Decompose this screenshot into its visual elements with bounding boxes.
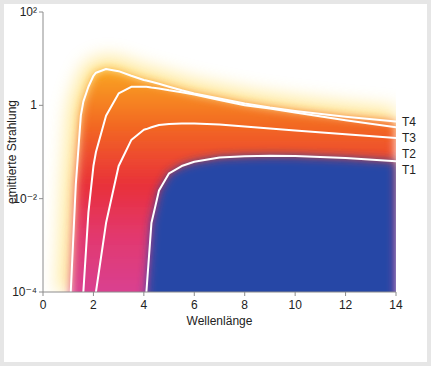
lines bbox=[71, 69, 396, 292]
y-axis bbox=[43, 12, 44, 292]
y-tick-label: 10² bbox=[20, 5, 37, 19]
x-tick bbox=[43, 292, 44, 296]
y-tick-label: 1 bbox=[30, 98, 37, 112]
y-tick bbox=[39, 105, 43, 106]
x-tick-label: 12 bbox=[339, 298, 353, 312]
color-field bbox=[71, 69, 396, 292]
y-tick bbox=[39, 292, 43, 293]
x-tick-label: 6 bbox=[191, 298, 198, 312]
x-axis bbox=[43, 292, 396, 293]
series-line bbox=[71, 69, 396, 292]
x-tick-label: 14 bbox=[389, 298, 403, 312]
series-label: T1 bbox=[402, 163, 416, 177]
x-tick bbox=[345, 292, 346, 296]
x-axis-title: Wellenlänge bbox=[187, 314, 253, 328]
x-tick bbox=[93, 292, 94, 296]
x-tick-label: 0 bbox=[40, 298, 47, 312]
x-tick-label: 4 bbox=[141, 298, 148, 312]
y-tick-label: 10⁻⁴ bbox=[12, 285, 37, 299]
x-tick bbox=[143, 292, 144, 296]
x-tick bbox=[295, 292, 296, 296]
chart: 0246810121410⁻⁴10⁻²110²Wellenlängeemitti… bbox=[0, 0, 431, 366]
x-tick-label: 2 bbox=[90, 298, 97, 312]
series-line bbox=[96, 123, 396, 292]
x-tick bbox=[396, 292, 397, 296]
cool-field bbox=[146, 156, 396, 292]
y-axis-title: emittierte Strahlung bbox=[5, 100, 19, 204]
series-label: T3 bbox=[402, 131, 416, 145]
y-tick bbox=[39, 198, 43, 199]
x-tick bbox=[194, 292, 195, 296]
x-tick-label: 10 bbox=[288, 298, 302, 312]
series-label: T2 bbox=[402, 147, 416, 161]
series-label: T4 bbox=[402, 115, 416, 129]
y-tick bbox=[39, 12, 43, 13]
x-tick-label: 8 bbox=[241, 298, 248, 312]
series-line bbox=[146, 156, 396, 292]
plot-area bbox=[71, 69, 396, 292]
x-tick bbox=[244, 292, 245, 296]
